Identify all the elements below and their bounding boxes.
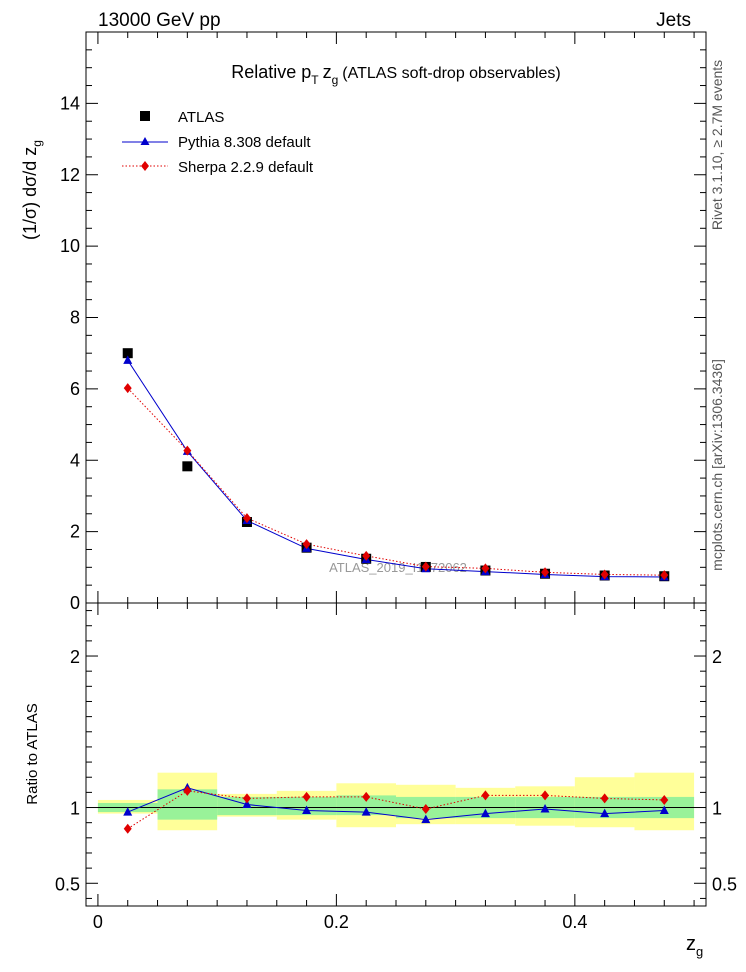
main-y-tick-label: 0: [70, 593, 80, 613]
legend-marker-atlas: [140, 111, 150, 121]
data-point-1: [123, 355, 133, 364]
title-var: z: [323, 62, 332, 82]
ratio-point-1: [302, 791, 311, 802]
legend-marker-pythia: [140, 137, 150, 145]
main-y-tick-label: 10: [60, 236, 80, 256]
data-point-2: [421, 561, 430, 572]
series-line-2: [127, 387, 665, 576]
main-y-tick-label: 14: [60, 93, 80, 113]
ratio-point-0: [421, 814, 431, 824]
ratio-y-tick-label: 1: [70, 799, 80, 819]
rivet-label: Rivet 3.1.10, ≥ 2.7M events: [709, 60, 725, 230]
title-sub-g: g: [332, 73, 339, 87]
ratio-x-axis: 0 0.2 0.4: [93, 603, 695, 932]
legend-marker-sherpa: [141, 161, 149, 171]
main-y-label-sub: g: [30, 140, 44, 147]
ratio-point-1: [660, 794, 669, 805]
ratio-y-tick-label-right: 2: [712, 647, 722, 667]
main-x-ticks: [97, 32, 695, 603]
ratio-y-axis: 0.5 0.5 1 1 2 2: [55, 610, 737, 899]
data-point-2: [123, 383, 132, 394]
data-point-2: [183, 445, 192, 456]
ratio-point-1: [183, 785, 192, 796]
header-left: 13000 GeV pp: [98, 10, 221, 31]
ratio-point-0: [123, 807, 133, 816]
data-point-2: [600, 569, 609, 580]
main-y-tick-label: 8: [70, 308, 80, 328]
ratio-frame: [85, 602, 707, 907]
x-axis-label-main: z: [686, 933, 696, 955]
data-point-2: [302, 539, 311, 550]
ratio-point-0: [302, 805, 312, 815]
ratio-y-tick-label: 0.5: [55, 874, 80, 894]
legend-label-sherpa: Sherpa 2.2.9 default: [178, 159, 314, 176]
ratio-x-tick-label: 0.2: [324, 912, 349, 932]
title-main: Relative p: [231, 62, 311, 82]
ratio-point-1: [481, 790, 490, 801]
chart-title: Relative pT zg (ATLAS soft-drop observable…: [231, 62, 561, 87]
series-line-1: [127, 360, 665, 578]
ratio-y-tick-label: 2: [70, 647, 80, 667]
ratio-point-0: [242, 799, 252, 808]
main-panel: 0 2 4 6 8 10 12 14 ATLAS_2019_I1772062 Relative…: [20, 31, 707, 613]
data-point-0: [182, 461, 193, 472]
ratio-y-tick-label-right: 0.5: [712, 874, 737, 894]
main-y-tick-label: 6: [70, 379, 80, 399]
ratio-point-0: [540, 804, 550, 813]
ratio-point-0: [600, 808, 610, 818]
data-point-2: [660, 570, 669, 581]
legend: ATLAS Pythia 8.308 default Sherpa 2.2.9 …: [122, 109, 314, 176]
ratio-point-1: [600, 793, 609, 804]
main-y-axis: 0 2 4 6 8 10 12 14: [60, 31, 706, 613]
ratio-point-1: [421, 804, 430, 815]
data-point-2: [362, 550, 371, 561]
data-point-2: [242, 513, 251, 524]
data-point-2: [481, 563, 490, 574]
x-axis-label-sub: g: [696, 944, 703, 959]
ratio-point-1: [242, 793, 251, 804]
ratio-point-0: [361, 807, 371, 816]
legend-label-atlas: ATLAS: [178, 109, 224, 126]
title-sub-t: T: [311, 73, 319, 87]
main-y-tick-label: 12: [60, 165, 80, 185]
data-point-2: [541, 567, 550, 578]
ratio-series-line-0: [127, 787, 665, 821]
main-y-label: (1/σ) dσ/d zg: [20, 140, 44, 240]
ratio-band-inner: [336, 795, 396, 816]
ratio-series-line-1: [127, 790, 665, 830]
ratio-point-1: [541, 790, 550, 801]
ratio-panel: 0.5 0.5 1 1 2 2 0 0.2 0.4 Ratio to ATLAS zg: [24, 602, 737, 959]
main-y-tick-label: 2: [70, 522, 80, 542]
legend-label-pythia: Pythia 8.308 default: [178, 134, 311, 151]
main-y-tick-label: 4: [70, 450, 80, 470]
x-axis-label: zg: [686, 933, 703, 959]
watermark: ATLAS_2019_I1772062: [329, 560, 467, 575]
title-paren: (ATLAS soft-drop observables): [342, 65, 560, 82]
header-right: Jets: [656, 10, 691, 31]
ratio-point-1: [362, 791, 371, 802]
ratio-y-label: Ratio to ATLAS: [24, 703, 41, 804]
ratio-bands: [97, 772, 695, 831]
ratio-point-0: [480, 808, 490, 818]
ratio-x-tick-label: 0.4: [562, 912, 587, 932]
ratio-x-tick-label: 0: [93, 912, 103, 932]
main-y-label-text: (1/σ) dσ/d z: [20, 147, 40, 240]
mcplots-label: mcplots.cern.ch [arXiv:1306.3436]: [709, 359, 725, 571]
main-series: [122, 348, 670, 582]
ratio-series: [123, 782, 669, 834]
ratio-y-tick-label-right: 1: [712, 799, 722, 819]
ratio-point-0: [659, 805, 669, 815]
data-point-0: [122, 348, 133, 359]
ratio-point-1: [123, 823, 132, 834]
